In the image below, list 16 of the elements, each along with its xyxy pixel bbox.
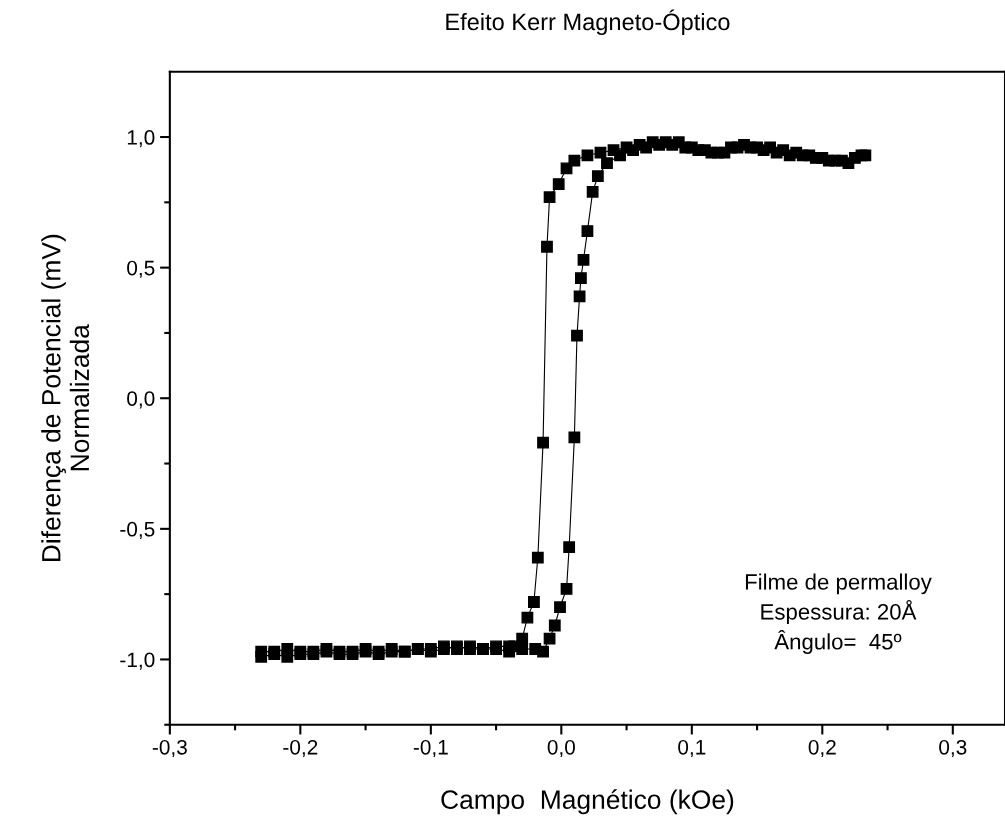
x-tick-label: -0,2 <box>283 739 318 758</box>
annotation: Filme de permalloy Espessura: 20Å Ângulo= 45º <box>745 573 932 654</box>
x-tick-label: 0,0 <box>547 739 575 758</box>
x-tick-label: -0,3 <box>152 739 187 758</box>
x-tick-label: -0,1 <box>413 739 448 758</box>
x-axis-title: Campo Magnético (kOe) <box>441 789 734 815</box>
x-tick-label: 0,3 <box>939 739 967 758</box>
x-tick-label: 0,2 <box>808 739 836 758</box>
y-axis-title: Diferença de Potencial (mV) Normalizada <box>41 234 90 562</box>
y-tick-label: 0,0 <box>127 391 155 409</box>
y-tick-label: 1,0 <box>127 130 155 148</box>
y-tick-label: 0,5 <box>127 260 155 278</box>
x-tick-label: 0,1 <box>678 739 706 758</box>
chart-title: Efeito Kerr Magneto-Óptico <box>446 9 730 35</box>
y-tick-label: -1,0 <box>120 652 155 670</box>
y-tick-label: -0,5 <box>120 521 155 540</box>
